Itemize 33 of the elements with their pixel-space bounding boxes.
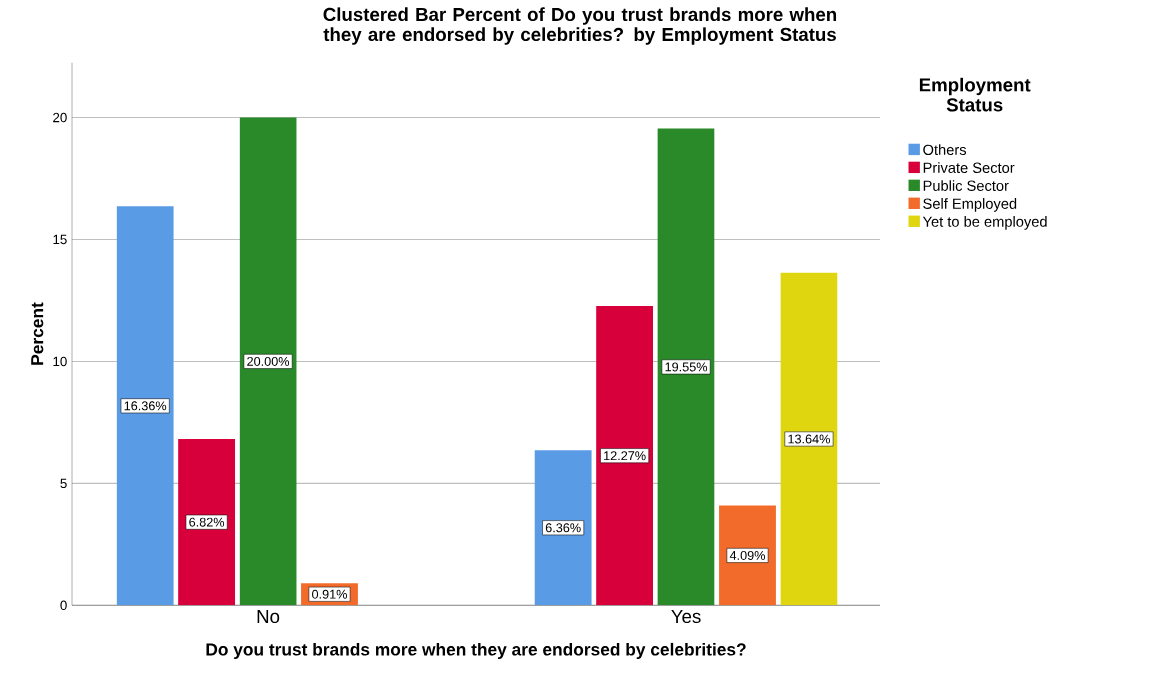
bar (780, 272, 838, 606)
data-label: 0.91% (312, 589, 347, 599)
bar (239, 117, 297, 606)
data-label: 19.55% (665, 362, 708, 372)
data-label: 4.09% (729, 550, 765, 560)
legend-label: Private Sector (923, 162, 1015, 173)
legend-label: Yet to be employed (922, 215, 1047, 230)
y-tick-label: 0 (60, 600, 67, 610)
data-label: 6.82% (189, 517, 225, 527)
y-tick-label: 5 (60, 478, 67, 488)
x-axis-title: Do you trust brands more when they are endorsed by celebrities? (206, 642, 746, 659)
bar (178, 438, 236, 606)
bar (116, 206, 174, 606)
data-label: 20.00% (247, 356, 290, 366)
legend-title: Employment Status (919, 77, 1031, 112)
y-tick-label: 15 (53, 234, 67, 244)
bar (534, 450, 592, 606)
bar (719, 505, 776, 606)
x-tick-label: Yes (671, 609, 701, 623)
data-label: 12.27% (604, 451, 646, 461)
legend-label: Self Employed (923, 197, 1017, 212)
bar (657, 128, 715, 606)
legend-label: Public Sector (923, 180, 1009, 191)
data-label: 13.64% (788, 434, 830, 444)
bar (596, 305, 654, 606)
legend-label: Others (923, 144, 967, 155)
data-label: 16.36% (124, 401, 167, 411)
y-axis-title: Percent (31, 302, 44, 365)
y-tick-label: 20 (53, 112, 67, 123)
y-tick-label: 10 (53, 356, 67, 366)
x-tick-label: No (257, 609, 280, 623)
data-label: 6.36% (545, 523, 581, 533)
chart-title: Clustered Bar Percent of Do you trust brands more when they are endorsed by celebrities? by Employment Status (323, 7, 837, 45)
